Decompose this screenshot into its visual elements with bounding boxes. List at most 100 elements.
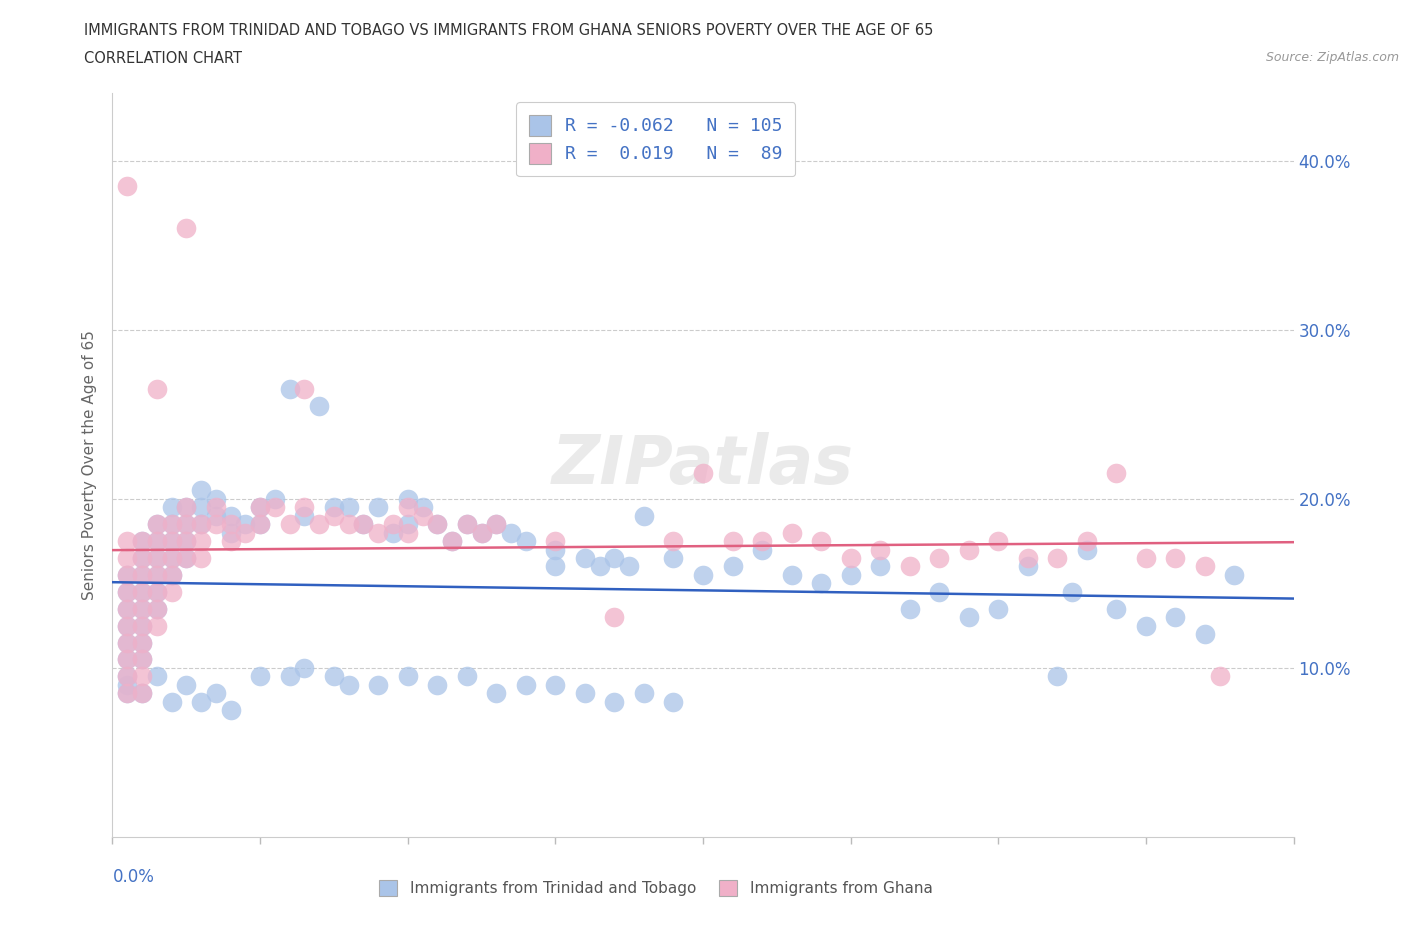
Point	[190, 517, 212, 532]
Point	[146, 584, 169, 599]
Point	[603, 610, 626, 625]
Point	[574, 551, 596, 565]
Point	[131, 567, 153, 582]
Point	[219, 517, 242, 532]
Point	[292, 381, 315, 396]
Point	[544, 559, 567, 574]
Point	[205, 685, 228, 700]
Point	[117, 669, 138, 684]
Point	[1194, 559, 1216, 574]
Point	[396, 525, 419, 540]
Point	[117, 652, 138, 667]
Point	[1046, 551, 1069, 565]
Point	[515, 534, 537, 549]
Point	[662, 551, 685, 565]
Point	[219, 525, 242, 540]
Point	[131, 669, 153, 684]
Point	[131, 685, 153, 700]
Point	[292, 509, 315, 524]
Point	[337, 499, 360, 514]
Point	[117, 669, 138, 684]
Point	[219, 703, 242, 718]
Point	[278, 517, 301, 532]
Point	[117, 618, 138, 633]
Point	[117, 602, 138, 617]
Text: 0.0%: 0.0%	[112, 868, 155, 885]
Point	[367, 525, 389, 540]
Point	[810, 534, 832, 549]
Y-axis label: Seniors Poverty Over the Age of 65: Seniors Poverty Over the Age of 65	[82, 330, 97, 600]
Point	[264, 499, 287, 514]
Point	[308, 398, 330, 413]
Point	[1076, 542, 1098, 557]
Point	[426, 517, 449, 532]
Point	[352, 517, 374, 532]
Point	[471, 525, 494, 540]
Point	[471, 525, 494, 540]
Point	[117, 635, 138, 650]
Point	[898, 559, 921, 574]
Legend: Immigrants from Trinidad and Tobago, Immigrants from Ghana: Immigrants from Trinidad and Tobago, Imm…	[371, 872, 941, 904]
Point	[190, 499, 212, 514]
Point	[146, 381, 169, 396]
Point	[412, 499, 434, 514]
Point	[603, 551, 626, 565]
Point	[456, 669, 478, 684]
Point	[928, 551, 950, 565]
Point	[131, 602, 153, 617]
Point	[174, 517, 197, 532]
Point	[160, 551, 183, 565]
Point	[219, 509, 242, 524]
Point	[190, 534, 212, 549]
Point	[721, 534, 744, 549]
Point	[131, 635, 153, 650]
Point	[205, 491, 228, 506]
Point	[1135, 551, 1157, 565]
Text: Source: ZipAtlas.com: Source: ZipAtlas.com	[1265, 51, 1399, 64]
Point	[264, 491, 287, 506]
Point	[117, 179, 138, 193]
Point	[146, 567, 169, 582]
Point	[233, 525, 256, 540]
Point	[131, 534, 153, 549]
Point	[292, 660, 315, 675]
Point	[146, 517, 169, 532]
Point	[810, 576, 832, 591]
Point	[160, 584, 183, 599]
Point	[160, 534, 183, 549]
Point	[160, 567, 183, 582]
Point	[160, 567, 183, 582]
Point	[131, 652, 153, 667]
Point	[987, 534, 1010, 549]
Point	[131, 584, 153, 599]
Point	[323, 499, 346, 514]
Point	[633, 509, 655, 524]
Point	[1135, 618, 1157, 633]
Point	[117, 567, 138, 582]
Point	[131, 584, 153, 599]
Point	[515, 677, 537, 692]
Point	[174, 220, 197, 235]
Point	[382, 525, 405, 540]
Point	[987, 602, 1010, 617]
Point	[485, 685, 508, 700]
Point	[603, 695, 626, 710]
Point	[219, 534, 242, 549]
Point	[249, 499, 271, 514]
Point	[190, 483, 212, 498]
Point	[352, 517, 374, 532]
Point	[117, 567, 138, 582]
Point	[382, 517, 405, 532]
Point	[117, 618, 138, 633]
Point	[367, 499, 389, 514]
Point	[205, 509, 228, 524]
Point	[278, 669, 301, 684]
Point	[485, 517, 508, 532]
Point	[1194, 627, 1216, 642]
Point	[117, 685, 138, 700]
Point	[292, 499, 315, 514]
Point	[839, 551, 862, 565]
Point	[131, 602, 153, 617]
Point	[146, 567, 169, 582]
Point	[131, 534, 153, 549]
